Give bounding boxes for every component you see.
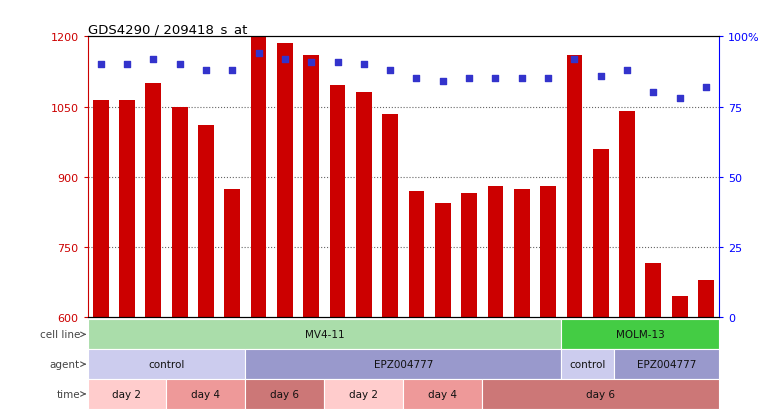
Point — [94, 62, 107, 69]
Bar — [561, 320, 719, 349]
Point — [121, 62, 133, 69]
Text: time: time — [56, 389, 80, 399]
Text: MOLM-13: MOLM-13 — [616, 330, 664, 339]
Bar — [167, 379, 245, 409]
Text: EPZ004777: EPZ004777 — [637, 359, 696, 369]
Bar — [435, 203, 451, 318]
Point — [332, 59, 344, 66]
Bar — [277, 44, 293, 318]
Text: day 6: day 6 — [586, 389, 615, 399]
Text: day 2: day 2 — [349, 389, 378, 399]
Bar — [88, 320, 561, 349]
Point — [542, 76, 554, 83]
Bar — [330, 86, 345, 318]
Text: agent: agent — [49, 359, 80, 369]
Point — [279, 56, 291, 63]
Point — [648, 90, 660, 97]
Bar — [382, 114, 398, 318]
Point — [253, 51, 265, 57]
Point — [594, 73, 607, 80]
Text: GDS4290 / 209418_s_at: GDS4290 / 209418_s_at — [88, 23, 247, 36]
Point — [147, 56, 159, 63]
Point — [200, 67, 212, 74]
Point — [358, 62, 370, 69]
Text: control: control — [148, 359, 185, 369]
Bar — [514, 189, 530, 318]
Text: day 4: day 4 — [428, 389, 457, 399]
Bar — [324, 379, 403, 409]
Bar — [172, 107, 187, 318]
Bar — [403, 379, 482, 409]
Bar — [88, 379, 167, 409]
Bar — [119, 101, 135, 318]
Text: day 6: day 6 — [270, 389, 299, 399]
Point — [621, 67, 633, 74]
Bar — [245, 379, 324, 409]
Bar — [409, 191, 425, 318]
Text: cell line: cell line — [40, 330, 80, 339]
Point — [463, 76, 475, 83]
Bar — [672, 297, 688, 318]
Bar — [198, 126, 214, 318]
Bar — [619, 112, 635, 318]
Bar — [698, 280, 714, 318]
Text: control: control — [569, 359, 606, 369]
Bar — [224, 189, 240, 318]
Text: EPZ004777: EPZ004777 — [374, 359, 433, 369]
Bar — [250, 37, 266, 318]
Bar — [88, 349, 245, 379]
Point — [700, 84, 712, 91]
Point — [226, 67, 238, 74]
Point — [673, 95, 686, 102]
Point — [516, 76, 528, 83]
Bar — [593, 150, 609, 318]
Bar — [145, 84, 161, 318]
Point — [568, 56, 581, 63]
Point — [437, 79, 449, 85]
Bar — [561, 349, 614, 379]
Bar — [566, 56, 582, 318]
Bar — [540, 187, 556, 318]
Bar — [645, 264, 661, 318]
Bar — [461, 194, 477, 318]
Bar — [482, 379, 719, 409]
Bar — [93, 101, 109, 318]
Bar — [304, 56, 319, 318]
Text: MV4-11: MV4-11 — [304, 330, 344, 339]
Bar — [614, 349, 719, 379]
Text: day 4: day 4 — [192, 389, 221, 399]
Point — [174, 62, 186, 69]
Point — [305, 59, 317, 66]
Bar — [356, 93, 371, 318]
Bar — [245, 349, 561, 379]
Point — [384, 67, 396, 74]
Point — [489, 76, 501, 83]
Text: day 2: day 2 — [113, 389, 142, 399]
Bar — [488, 187, 503, 318]
Point — [410, 76, 422, 83]
